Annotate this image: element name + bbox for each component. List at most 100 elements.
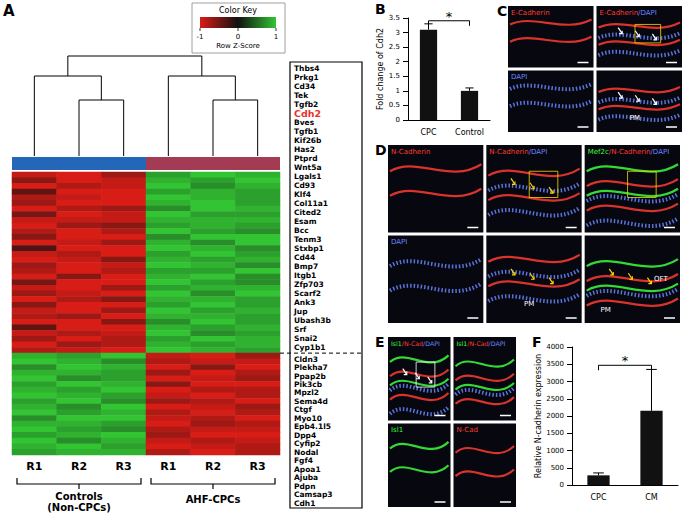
svg-text:Kif26b: Kif26b xyxy=(294,136,322,145)
svg-text:Bves: Bves xyxy=(294,118,315,127)
svg-text:-1: -1 xyxy=(197,33,204,41)
svg-text:Controls: Controls xyxy=(55,491,102,502)
svg-text:/DAPI: /DAPI xyxy=(423,340,440,347)
svg-text:Control: Control xyxy=(455,128,484,137)
svg-text:Scarf2: Scarf2 xyxy=(294,289,321,298)
svg-text:/N-Cadherin: /N-Cadherin xyxy=(609,148,651,156)
svg-text:Mef2c: Mef2c xyxy=(588,148,609,156)
svg-text:N-Cadherin: N-Cadherin xyxy=(391,148,430,156)
svg-text:Tgfb1: Tgfb1 xyxy=(294,127,318,136)
svg-text:Col11a1: Col11a1 xyxy=(294,199,328,208)
svg-text:OFT: OFT xyxy=(654,275,668,283)
svg-text:Lgals1: Lgals1 xyxy=(294,172,321,181)
svg-text:R2: R2 xyxy=(205,460,221,473)
svg-text:0: 0 xyxy=(236,33,240,41)
svg-text:/N-Cad: /N-Cad xyxy=(402,340,423,347)
svg-text:Srf: Srf xyxy=(294,325,307,334)
svg-text:0: 0 xyxy=(560,481,564,489)
svg-text:Cd44: Cd44 xyxy=(294,253,315,262)
svg-text:(Non-CPCs): (Non-CPCs) xyxy=(47,502,111,513)
svg-text:Bmp7: Bmp7 xyxy=(294,262,318,271)
svg-text:Isl1: Isl1 xyxy=(391,426,403,434)
svg-text:Zfp703: Zfp703 xyxy=(294,280,324,289)
svg-text:1: 1 xyxy=(396,87,400,95)
svg-text:R2: R2 xyxy=(71,460,87,473)
svg-text:3.5: 3.5 xyxy=(389,14,400,22)
svg-text:CPC: CPC xyxy=(421,128,437,137)
svg-text:Wnt5a: Wnt5a xyxy=(294,163,321,172)
svg-text:/DAPI: /DAPI xyxy=(489,340,506,347)
svg-text:E-Cadherin: E-Cadherin xyxy=(600,9,639,17)
svg-text:Klf4: Klf4 xyxy=(294,190,311,199)
svg-text:R3: R3 xyxy=(116,460,132,473)
svg-text:F: F xyxy=(532,334,542,350)
svg-text:Itgb1: Itgb1 xyxy=(294,271,316,280)
svg-text:AHF-CPCs: AHF-CPCs xyxy=(186,494,241,505)
svg-text:3000: 3000 xyxy=(546,378,564,386)
svg-text:Isl1: Isl1 xyxy=(457,340,468,347)
svg-text:500: 500 xyxy=(551,464,564,472)
svg-text:Tenm3: Tenm3 xyxy=(294,235,322,244)
svg-text:R1: R1 xyxy=(26,460,42,473)
svg-text:1000: 1000 xyxy=(546,447,564,455)
svg-text:/DAPI: /DAPI xyxy=(529,148,548,156)
svg-text:*: * xyxy=(446,9,453,24)
svg-text:2000: 2000 xyxy=(546,412,564,420)
svg-text:Cited2: Cited2 xyxy=(294,208,321,217)
svg-text:/DAPI: /DAPI xyxy=(651,148,670,156)
svg-text:DAPI: DAPI xyxy=(391,238,407,246)
svg-text:0.5: 0.5 xyxy=(389,101,400,109)
svg-text:/N-Cad: /N-Cad xyxy=(467,340,488,347)
svg-text:E: E xyxy=(375,334,385,350)
svg-text:*: * xyxy=(622,353,629,368)
svg-text:Prkg1: Prkg1 xyxy=(294,73,319,82)
svg-text:Isl1: Isl1 xyxy=(391,340,402,347)
svg-text:Jup: Jup xyxy=(293,307,308,316)
svg-text:Cdh2: Cdh2 xyxy=(294,107,322,119)
svg-text:Cd34: Cd34 xyxy=(294,82,315,91)
svg-text:PM: PM xyxy=(630,114,640,122)
svg-text:N-Cadherin: N-Cadherin xyxy=(489,148,528,156)
svg-text:Row Z-Score: Row Z-Score xyxy=(216,42,260,50)
svg-text:Relative N-cadherin expression: Relative N-cadherin expression xyxy=(534,354,543,478)
svg-text:1: 1 xyxy=(274,33,278,41)
svg-text:/DAPI: /DAPI xyxy=(638,9,657,17)
svg-text:0: 0 xyxy=(396,116,400,124)
svg-text:CM: CM xyxy=(645,493,658,502)
svg-text:N-Cad: N-Cad xyxy=(457,426,478,434)
svg-text:Cdh1: Cdh1 xyxy=(294,499,315,508)
svg-text:3500: 3500 xyxy=(546,360,564,368)
svg-text:Thbs4: Thbs4 xyxy=(294,64,320,73)
svg-text:PM: PM xyxy=(524,300,534,308)
svg-text:B: B xyxy=(375,1,386,17)
svg-text:2: 2 xyxy=(396,58,400,66)
svg-text:R3: R3 xyxy=(250,460,266,473)
svg-text:Color Key: Color Key xyxy=(219,6,257,15)
svg-text:4000: 4000 xyxy=(546,343,564,351)
svg-text:Esam: Esam xyxy=(294,217,317,226)
svg-text:Ubash3b: Ubash3b xyxy=(294,316,332,325)
svg-text:Fold change of Cdh2: Fold change of Cdh2 xyxy=(376,28,385,110)
svg-text:Has2: Has2 xyxy=(294,145,315,154)
svg-text:3: 3 xyxy=(396,29,400,37)
svg-text:Stxbp1: Stxbp1 xyxy=(294,244,324,253)
svg-text:2500: 2500 xyxy=(546,395,564,403)
svg-text:E-Cadherin: E-Cadherin xyxy=(511,9,550,17)
svg-text:Snai2: Snai2 xyxy=(294,334,318,343)
svg-text:CPC: CPC xyxy=(591,493,607,502)
svg-text:1.5: 1.5 xyxy=(389,72,400,80)
svg-text:2.5: 2.5 xyxy=(389,43,400,51)
svg-text:Ptprd: Ptprd xyxy=(294,154,318,163)
svg-text:PM: PM xyxy=(601,306,611,314)
svg-text:1500: 1500 xyxy=(546,429,564,437)
svg-text:Tek: Tek xyxy=(294,91,309,100)
svg-text:Ank3: Ank3 xyxy=(294,298,315,307)
svg-text:A: A xyxy=(3,2,15,20)
svg-text:Cyp1b1: Cyp1b1 xyxy=(294,343,326,352)
svg-text:C: C xyxy=(497,3,507,19)
svg-text:DAPI: DAPI xyxy=(511,73,527,81)
svg-text:Cd93: Cd93 xyxy=(294,181,315,190)
svg-text:D: D xyxy=(375,142,387,158)
svg-text:Bcc: Bcc xyxy=(294,226,309,235)
svg-text:R1: R1 xyxy=(160,460,176,473)
